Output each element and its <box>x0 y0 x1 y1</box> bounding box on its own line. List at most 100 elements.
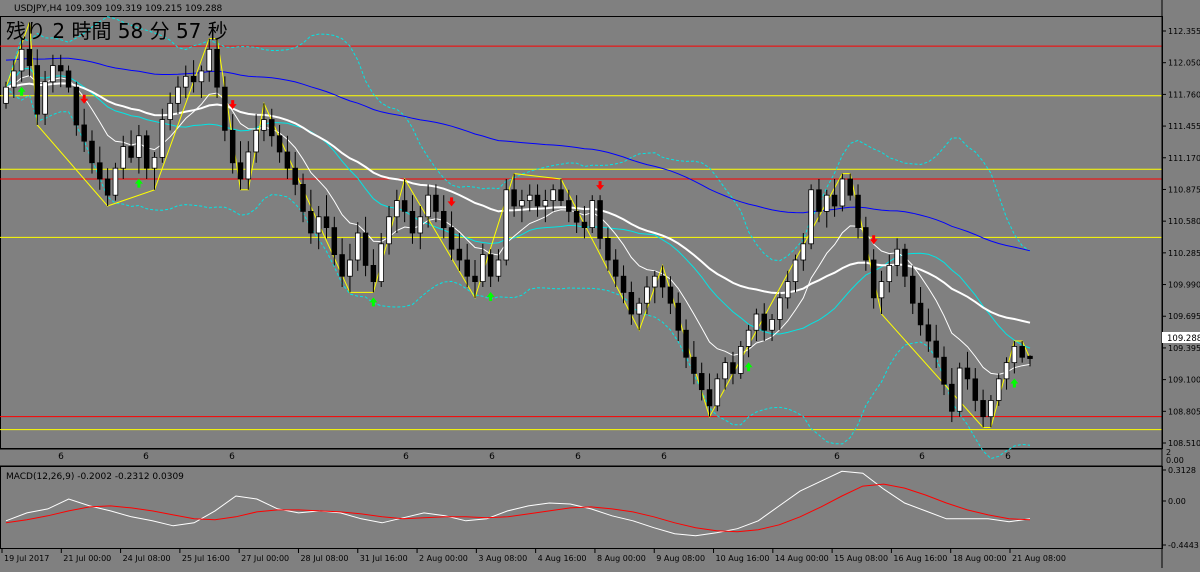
sell-signal-arrow <box>447 197 456 207</box>
candle-body <box>112 167 119 196</box>
candle-body <box>573 210 580 223</box>
countdown-label: 残り 2 時間 58 分 57 秒 <box>6 19 228 43</box>
time-tick-label: 16 Aug 16:00 <box>893 554 947 563</box>
candle-body <box>89 140 95 164</box>
price-tick-label: 111.455 <box>1168 122 1200 131</box>
macd-tick-label: -0.4443 <box>1168 541 1199 550</box>
candle-body <box>339 254 345 277</box>
macd-main-line <box>5 470 1031 537</box>
candle-body <box>839 178 846 207</box>
candle-body <box>3 86 9 104</box>
candle-body <box>394 200 400 218</box>
candle-body <box>800 243 807 261</box>
candle-body <box>229 129 236 164</box>
session-marker-label: 6 <box>58 452 64 462</box>
candle-body <box>769 319 775 331</box>
candle-body <box>245 151 252 180</box>
price-tick-label: 110.580 <box>1168 217 1200 226</box>
candle-body <box>136 135 142 158</box>
candle-body <box>917 302 924 326</box>
bollinger-mid-line <box>5 67 1031 349</box>
candle-body <box>730 362 736 374</box>
candle-body <box>284 151 291 169</box>
candle-body <box>761 313 767 331</box>
candle-body <box>824 194 830 212</box>
candle-body <box>206 48 212 72</box>
candle-body <box>331 227 338 256</box>
candle-body <box>589 200 596 228</box>
candle-body <box>706 389 713 407</box>
candle-body <box>1011 346 1018 364</box>
price-tick-label: 109.990 <box>1168 281 1200 290</box>
candle-body <box>902 248 908 277</box>
candle-body <box>480 254 486 283</box>
candle-body <box>128 146 134 158</box>
candle-body <box>1003 362 1010 380</box>
candle-body <box>605 238 611 261</box>
candle-body <box>894 248 900 266</box>
candle-body <box>698 373 705 391</box>
candle-body <box>511 189 517 207</box>
current-price-label: 109.288 <box>1167 334 1200 344</box>
buy-signal-arrow <box>1010 378 1019 388</box>
candle-body <box>941 356 947 385</box>
macd-signal-line <box>5 483 1031 533</box>
price-tick-label: 109.695 <box>1168 312 1200 321</box>
session-marker-label: 6 <box>919 452 925 462</box>
bollinger-upper-band <box>5 16 1031 262</box>
buy-signal-arrow <box>369 297 378 307</box>
candle-body <box>269 119 275 137</box>
macd-title: MACD(12,26,9) -0.2002 -0.2312 0.0309 <box>6 472 184 482</box>
candle-body <box>691 356 697 374</box>
candle-body <box>519 200 525 207</box>
candle-body <box>292 167 298 185</box>
current-price-badge <box>1162 332 1200 343</box>
candle-body <box>933 340 939 358</box>
time-tick-label: 31 Jul 16:00 <box>360 554 408 563</box>
time-tick-label: 21 Aug 08:00 <box>1012 554 1066 563</box>
candle-body <box>464 259 470 277</box>
session-marker-label: 6 <box>575 452 581 462</box>
candle-body <box>542 200 549 207</box>
session-marker-label: 6 <box>229 452 235 462</box>
candle-body <box>175 86 181 104</box>
candle-body <box>792 259 799 283</box>
session-marker-label: 6 <box>661 452 667 462</box>
candle-body <box>198 70 205 83</box>
candle-body <box>777 297 783 320</box>
candle-body <box>612 259 619 277</box>
sell-signal-arrow <box>80 94 89 104</box>
candle-body <box>722 362 728 380</box>
candle-body <box>261 119 267 131</box>
candle-body <box>534 194 541 207</box>
candle-body <box>581 221 588 228</box>
price-tick-label: 111.760 <box>1168 90 1200 99</box>
candle-body <box>308 210 314 234</box>
candle-body <box>401 200 408 212</box>
candle-body <box>276 135 283 153</box>
session-marker-label: 6 <box>834 452 840 462</box>
price-tick-label: 112.050 <box>1168 59 1200 68</box>
candle-body <box>855 194 861 228</box>
candle-body <box>870 259 877 299</box>
time-tick-label: 24 Jul 08:00 <box>123 554 171 563</box>
buy-signal-arrow <box>486 292 495 302</box>
candle-body <box>972 378 979 401</box>
candle-body <box>167 102 173 120</box>
candle-body <box>683 329 689 358</box>
candle-body <box>151 156 158 169</box>
candle-body <box>816 189 822 212</box>
bollinger-lower-band <box>5 86 1031 460</box>
candle-body <box>745 329 752 347</box>
candle-body <box>487 254 494 277</box>
candle-body <box>440 210 447 228</box>
candle-body <box>503 189 510 261</box>
candle-body <box>57 65 64 72</box>
candle-body <box>628 292 635 315</box>
candle-body <box>988 400 994 418</box>
time-tick-label: 21 Jul 00:00 <box>63 554 111 563</box>
time-tick-label: 14 Aug 00:00 <box>775 554 829 563</box>
